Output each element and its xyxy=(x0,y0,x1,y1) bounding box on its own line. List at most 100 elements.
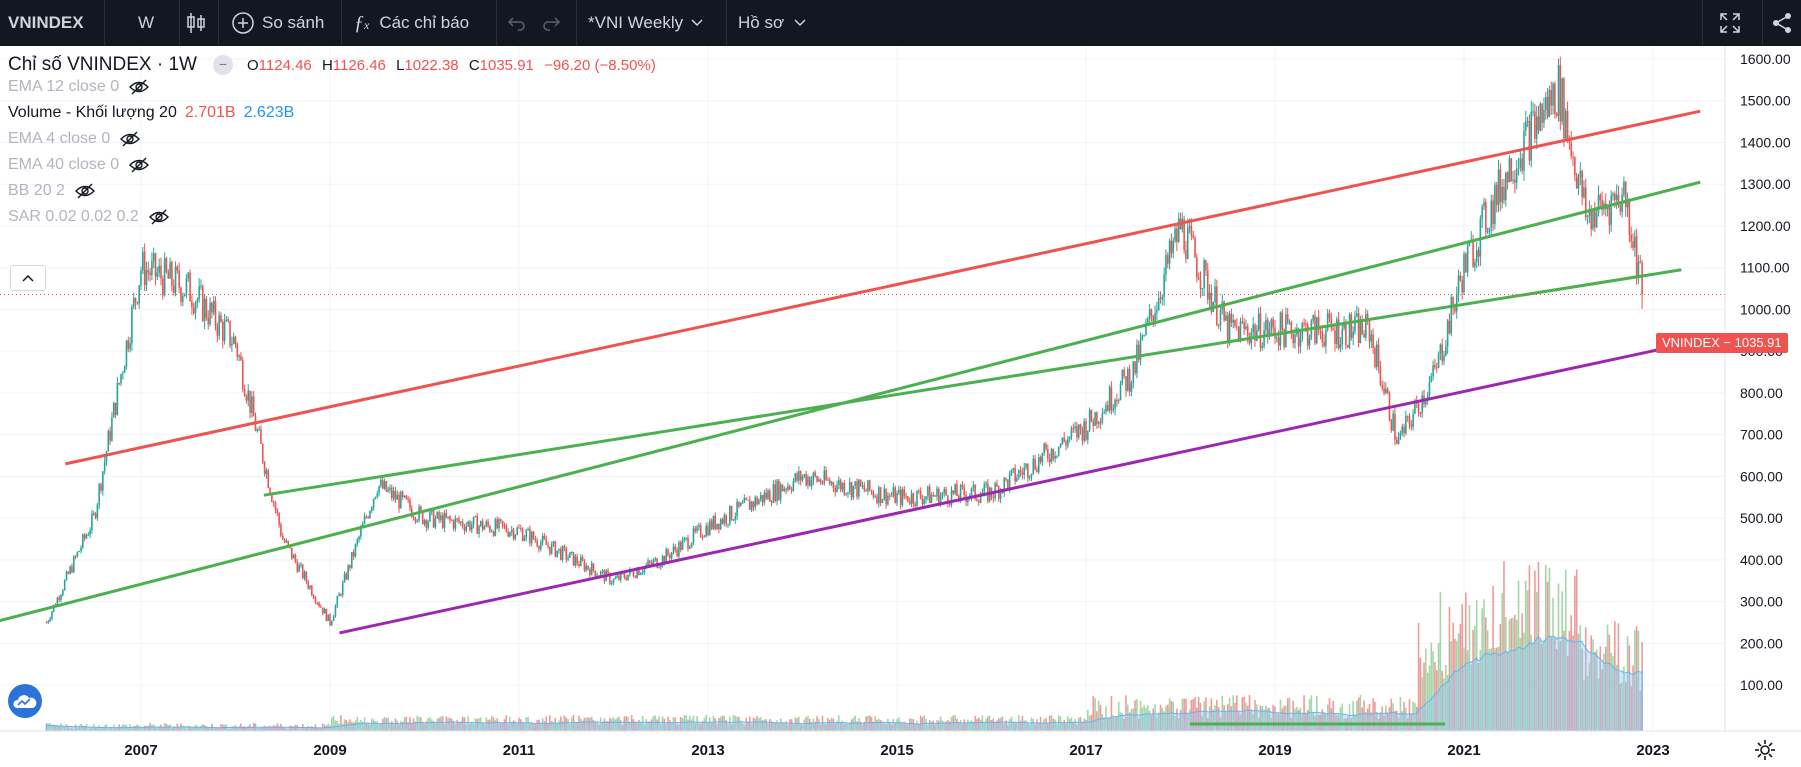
volume-bar xyxy=(663,718,666,731)
volume-bar xyxy=(1321,709,1324,731)
candle-body xyxy=(612,579,615,583)
layout-selector[interactable]: *VNI Weekly xyxy=(588,0,703,46)
candle-body xyxy=(589,569,591,576)
eye-off-icon[interactable] xyxy=(120,131,141,147)
candle-body xyxy=(559,548,562,560)
volume-bar xyxy=(107,728,110,731)
profile-selector[interactable]: Hồ sơ xyxy=(738,0,806,46)
volume-bar xyxy=(63,725,66,731)
candle-body xyxy=(772,484,775,503)
candle-body xyxy=(496,519,498,529)
undo-button[interactable] xyxy=(507,0,527,46)
volume-bar xyxy=(696,715,698,731)
candle-body xyxy=(1226,315,1229,344)
settings-button[interactable] xyxy=(1752,737,1778,763)
collapse-legend-button[interactable] xyxy=(10,265,46,291)
indicator-row-sar[interactable]: SAR 0.02 0.02 0.2 xyxy=(8,208,169,226)
volume-bar xyxy=(518,717,520,731)
indicator-row-ema12[interactable]: EMA 12 close 0 xyxy=(8,78,150,96)
eye-off-icon[interactable] xyxy=(129,157,150,173)
volume-bar xyxy=(961,724,964,731)
candle-body xyxy=(271,493,273,502)
indicator-row-ema4[interactable]: EMA 4 close 0 xyxy=(8,130,141,148)
time-axis[interactable]: 2007 2009 2011 2013 2015 2017 2019 2021 2023 xyxy=(124,742,1669,759)
candle-body xyxy=(140,270,142,286)
volume-bar xyxy=(363,717,366,731)
interval-button[interactable]: W xyxy=(138,0,154,46)
volume-bar xyxy=(1468,604,1471,731)
volume-bar xyxy=(990,720,993,731)
volume-bar xyxy=(325,725,328,731)
indicators-button[interactable]: ƒx Các chỉ báo xyxy=(354,0,469,46)
candle-body xyxy=(358,536,360,540)
volume-bar xyxy=(456,720,459,731)
price-axis[interactable]: 1600.001500.001400.001300.001200.001100.… xyxy=(1740,51,1791,693)
volume-bar xyxy=(62,725,64,731)
symbol-search[interactable]: VNINDEX xyxy=(8,0,84,46)
indicator-row-volume[interactable]: Volume - Khối lượng 20 2.701B 2.623B xyxy=(8,104,294,122)
price-chart[interactable]: 1600.001500.001400.001300.001200.001100.… xyxy=(0,46,1801,767)
chart-area[interactable]: 1600.00 1500.00 1400.00 1300.00 1200.00 1100.… xyxy=(0,46,1801,767)
volume-bar xyxy=(1330,708,1333,731)
fullscreen-button[interactable] xyxy=(1718,0,1742,46)
volume-bar xyxy=(80,723,82,731)
toolbar-divider xyxy=(179,0,180,46)
candle-body xyxy=(1345,321,1347,346)
compare-button[interactable]: So sánh xyxy=(230,0,324,46)
candle-body xyxy=(1272,319,1274,328)
undo-icon xyxy=(507,17,525,31)
candle-body xyxy=(1481,206,1483,219)
candle-body xyxy=(1590,208,1593,229)
candle-body xyxy=(352,552,355,557)
candle-body xyxy=(1021,472,1024,475)
trendline-green[interactable] xyxy=(0,180,1701,633)
volume-bar xyxy=(1366,708,1369,731)
share-button[interactable] xyxy=(1770,0,1794,46)
volume-bar xyxy=(83,725,86,731)
trendline-red[interactable] xyxy=(65,109,1701,466)
volume-bar xyxy=(670,722,673,731)
candle-body xyxy=(234,336,237,345)
indicator-row-ema40[interactable]: EMA 40 close 0 xyxy=(8,156,150,174)
candle-body xyxy=(1172,240,1175,254)
indicator-label: EMA 40 close 0 xyxy=(8,156,120,173)
candle-body xyxy=(1432,365,1434,377)
candle-body xyxy=(1196,257,1198,278)
minus-icon[interactable]: − xyxy=(212,55,233,75)
chart-type-button[interactable] xyxy=(185,0,207,46)
candle-body xyxy=(1361,319,1364,335)
eye-off-icon[interactable] xyxy=(74,183,95,199)
volume-bar xyxy=(1085,719,1087,731)
trendline-green[interactable] xyxy=(263,268,1682,497)
volume-bar xyxy=(1508,619,1511,731)
candle-body xyxy=(1036,469,1038,473)
volume-bar xyxy=(1090,714,1093,731)
volume-bar xyxy=(385,717,388,731)
volume-bar xyxy=(845,721,847,731)
candle-body xyxy=(485,521,488,527)
candle-body xyxy=(1586,215,1589,218)
candle-body xyxy=(1039,457,1042,463)
candle-body xyxy=(345,573,348,580)
eye-off-icon[interactable] xyxy=(129,79,150,95)
chart-title[interactable]: Chỉ số VNINDEX · 1W xyxy=(8,54,197,75)
indicator-row-bb[interactable]: BB 20 2 xyxy=(8,182,95,200)
tradingview-logo[interactable] xyxy=(8,684,42,718)
volume-bar xyxy=(414,721,417,731)
candle-body xyxy=(347,565,349,580)
candle-body xyxy=(1168,240,1171,264)
trendline-purple[interactable] xyxy=(339,339,1701,635)
candle-body xyxy=(387,489,389,492)
candle-body xyxy=(278,513,280,525)
redo-button[interactable] xyxy=(541,0,561,46)
volume-bar xyxy=(298,728,300,731)
volume-bar xyxy=(788,719,791,731)
candle-body xyxy=(167,271,170,279)
volume-bar xyxy=(1150,715,1153,731)
volume-bar xyxy=(1166,704,1169,731)
volume-bar xyxy=(234,725,237,731)
candle-body xyxy=(1294,334,1296,344)
volume-bar xyxy=(71,726,73,731)
eye-off-icon[interactable] xyxy=(148,209,169,225)
trendlines[interactable] xyxy=(0,109,1701,726)
